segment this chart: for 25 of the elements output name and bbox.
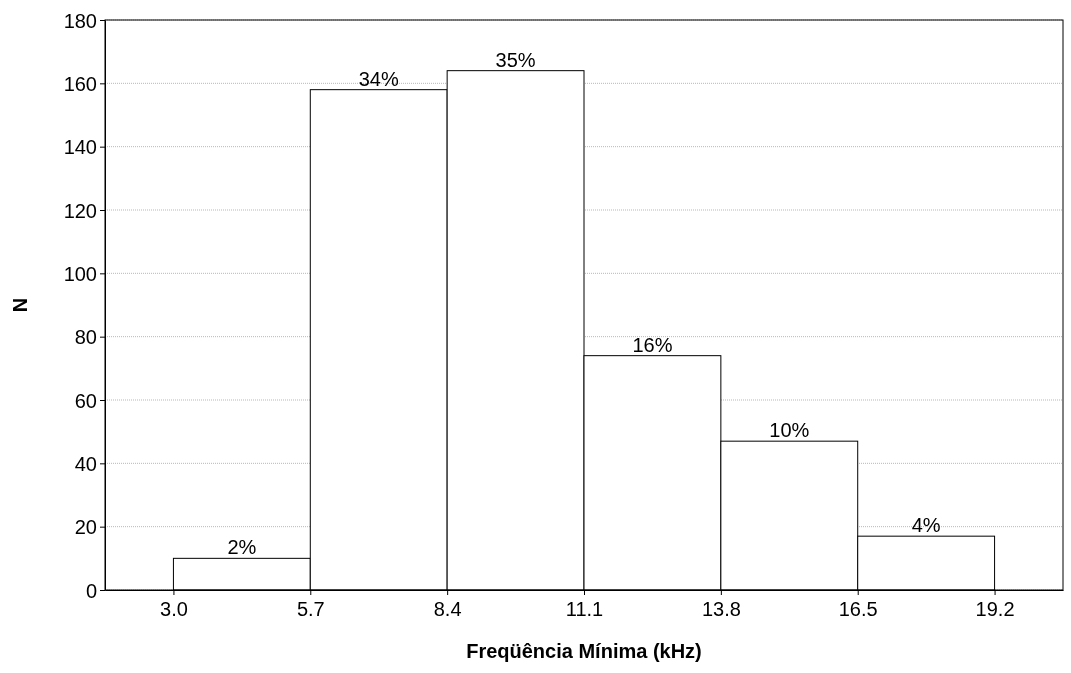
y-tick-label: 180 <box>63 9 97 32</box>
y-tick-label: 140 <box>63 136 97 159</box>
annotation: 16% <box>632 333 673 356</box>
y-tick-label: 60 <box>74 389 97 412</box>
annotation: 34% <box>358 67 399 90</box>
y-tick-label: 100 <box>63 262 97 285</box>
annotation: 4% <box>911 514 941 537</box>
y-tick-label: 20 <box>74 516 97 539</box>
x-tick-label: 11.1 <box>565 598 604 620</box>
x-tick-label: 19.2 <box>975 598 1015 620</box>
y-tick-label: 0 <box>85 579 97 602</box>
y-tick-label: 80 <box>74 326 97 349</box>
x-tick-label: 13.8 <box>701 598 741 620</box>
y-tick-label: 40 <box>74 452 97 475</box>
x-tick-label: 16.5 <box>838 598 878 620</box>
x-tick-label: 3.0 <box>160 598 188 620</box>
annotation: 35% <box>495 48 536 71</box>
x-axis-title: Freqüência Mínima (kHz) <box>466 640 702 662</box>
annotation: 2% <box>227 536 257 559</box>
y-axis-title: N <box>9 297 31 313</box>
annotation: 10% <box>769 419 810 442</box>
x-tick-label: 8.4 <box>433 598 462 620</box>
y-tick-label: 120 <box>63 199 97 222</box>
x-tick-label: 5.7 <box>296 598 325 620</box>
y-tick-label: 160 <box>63 72 97 95</box>
